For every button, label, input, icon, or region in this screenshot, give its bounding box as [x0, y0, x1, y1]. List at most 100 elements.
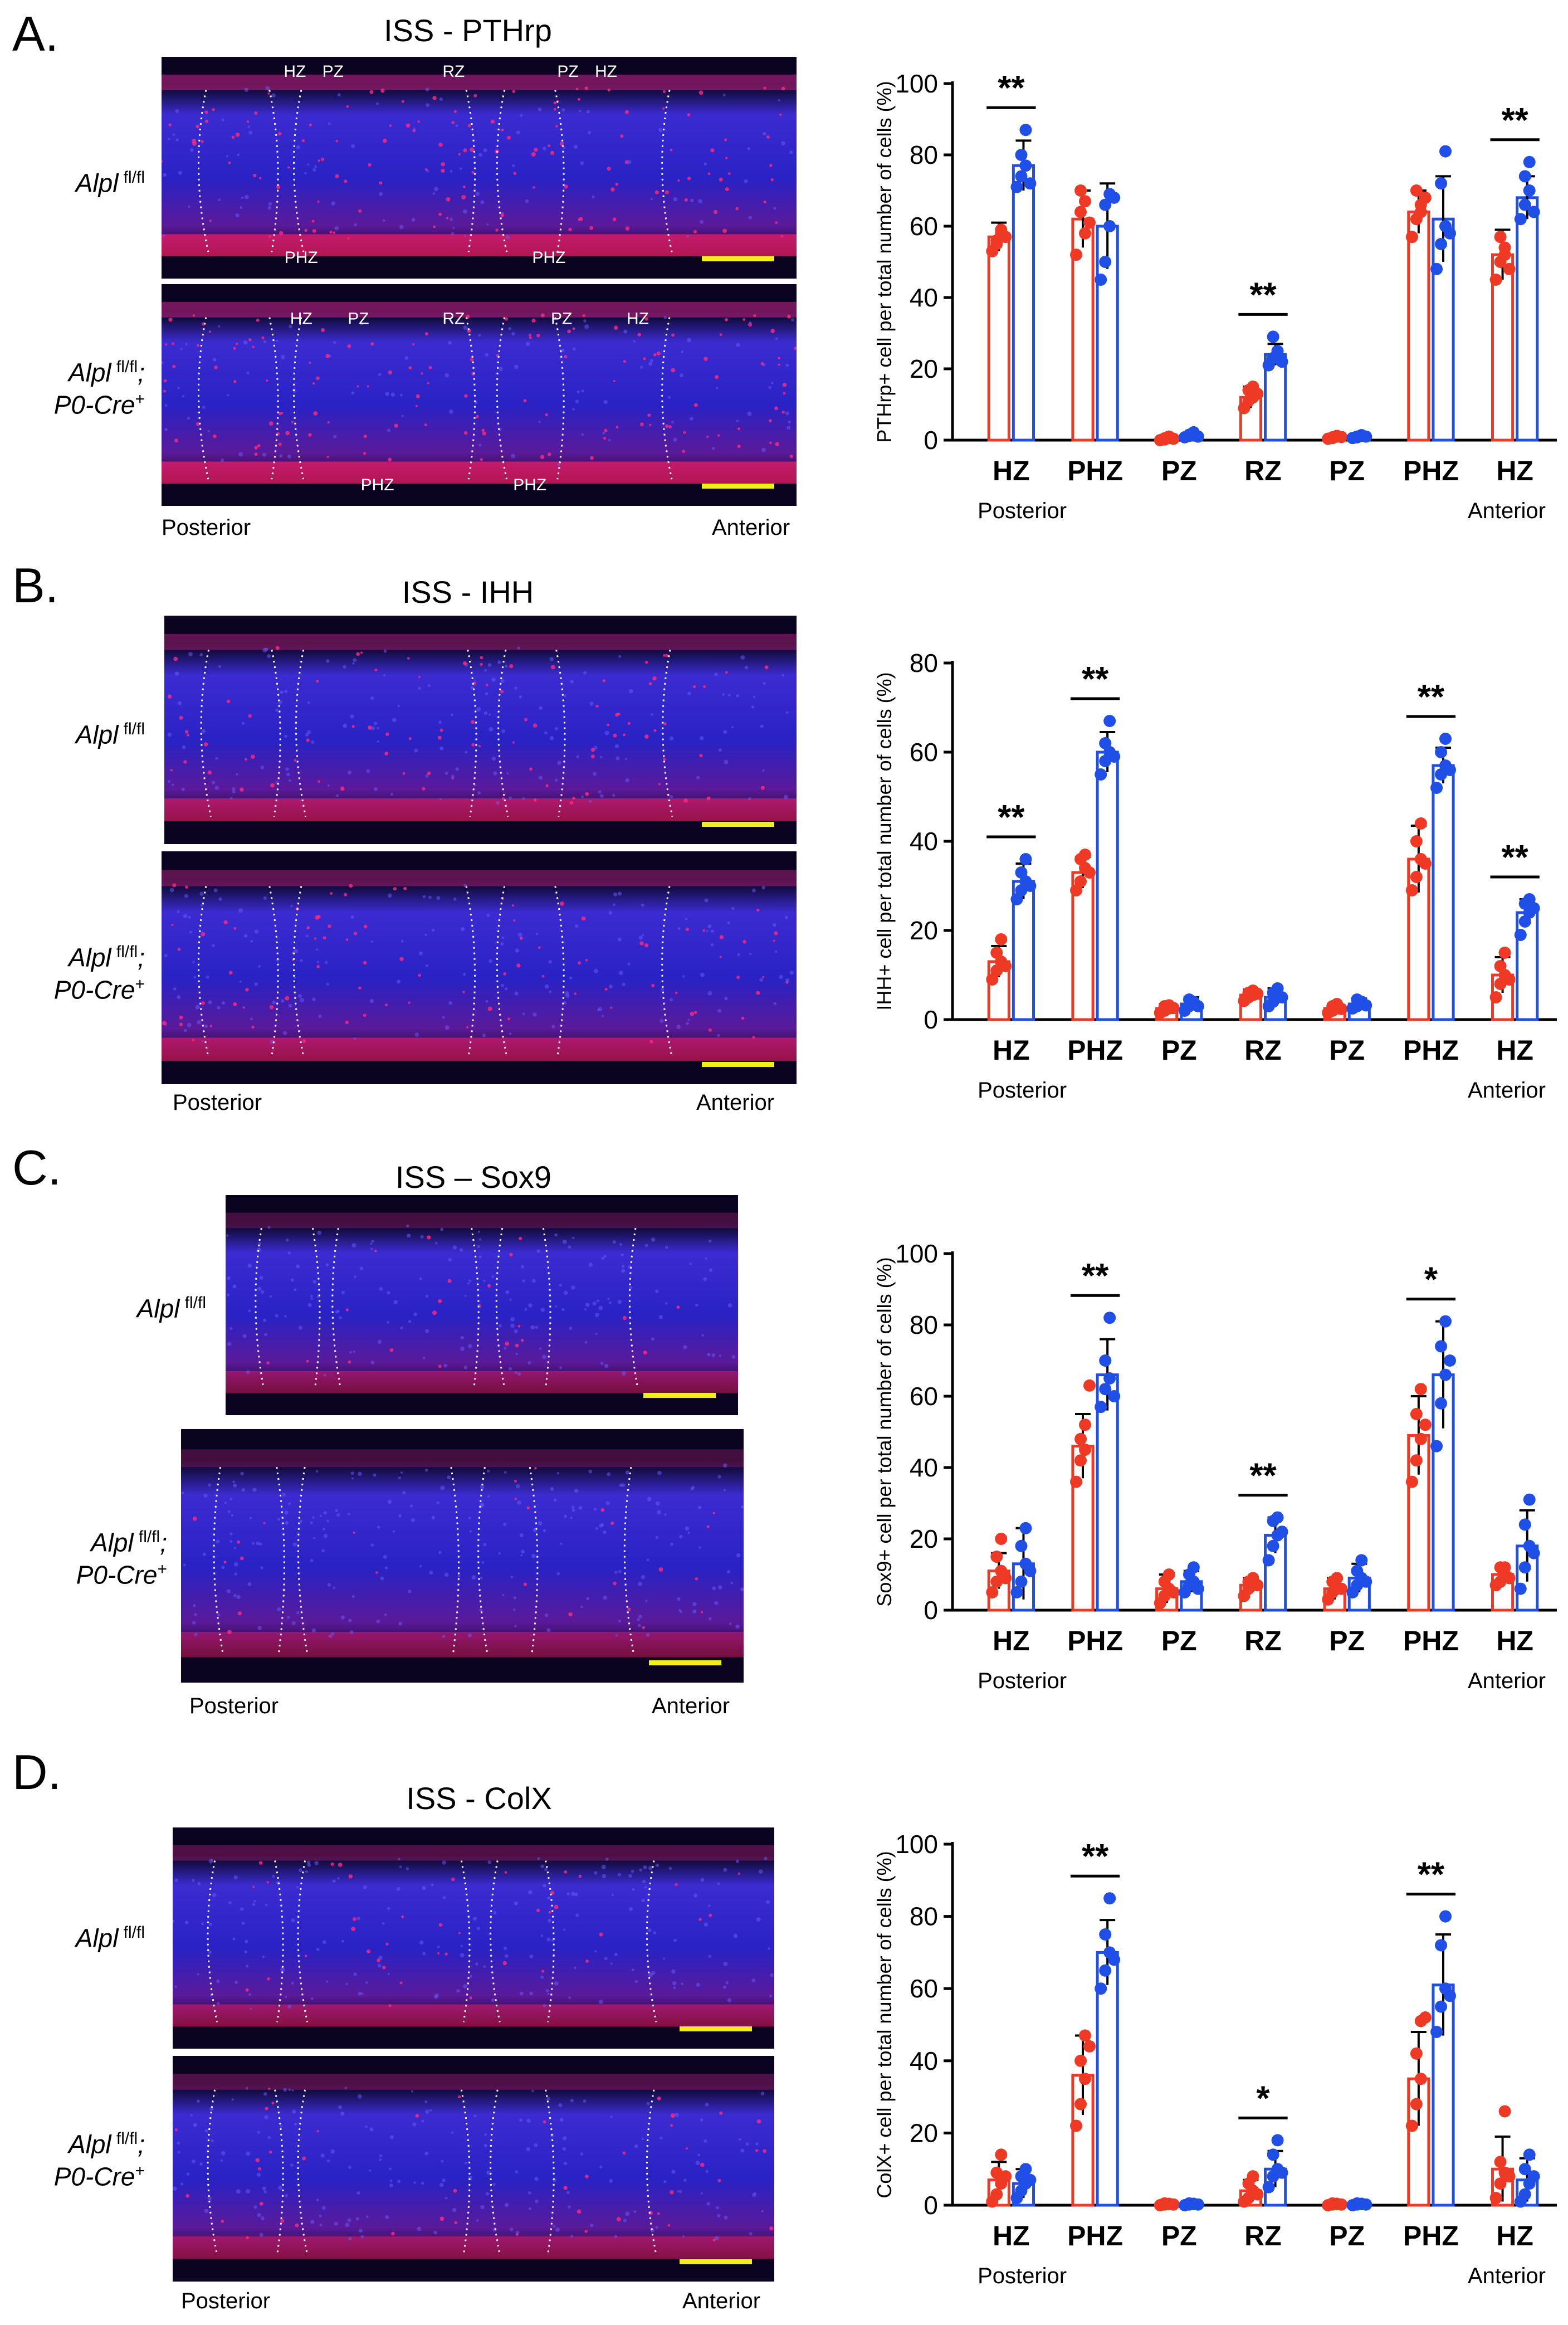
data-point	[1083, 1379, 1096, 1392]
anterior-axis-label: Anterior	[1468, 1669, 1546, 1693]
data-point	[1443, 764, 1456, 776]
y-axis-label: Sox9+ cell per total number of cells (%)	[873, 1257, 896, 1606]
significance-label: **	[1249, 1457, 1277, 1495]
data-point	[1439, 145, 1452, 158]
data-point	[1095, 768, 1107, 781]
data-point	[1070, 248, 1083, 261]
significance-label: **	[1418, 1856, 1445, 1894]
data-point	[1074, 1432, 1087, 1445]
data-point	[1435, 746, 1448, 758]
data-point	[1527, 206, 1540, 218]
tissue-band	[173, 1854, 774, 2027]
data-point	[1247, 2170, 1259, 2183]
data-point	[1271, 2134, 1284, 2147]
y-tick-label: 0	[924, 1005, 938, 1034]
x-tick-label: PZ	[1161, 2220, 1197, 2251]
data-point	[1015, 1575, 1028, 1588]
significance-label: *	[1424, 1261, 1438, 1299]
y-tick-label: 20	[910, 916, 938, 945]
data-point	[1078, 1444, 1091, 1456]
zone-label: PHZ	[513, 476, 546, 494]
x-tick-label: PZ	[1329, 1035, 1365, 1066]
x-tick-label: HZ	[1496, 2220, 1533, 2251]
x-tick-label: PZ	[1329, 2220, 1365, 2251]
data-point	[1503, 973, 1516, 986]
panel-letter-d: D.	[12, 1744, 61, 1800]
data-point	[1099, 737, 1112, 749]
data-point	[1405, 231, 1418, 243]
cell-nuclei	[173, 2087, 774, 2241]
anterior-label: Anterior	[682, 2289, 761, 2313]
y-tick-label: 40	[910, 827, 938, 856]
data-point	[1074, 206, 1087, 218]
data-point	[1187, 1561, 1200, 1574]
data-point	[999, 960, 1012, 972]
data-point	[1078, 1419, 1091, 1431]
x-tick-label: PHZ	[1067, 1035, 1123, 1066]
panel-title-c: ISS – Sox9	[395, 1159, 552, 1195]
x-tick-label: PZ	[1329, 1625, 1365, 1656]
data-point	[1527, 1547, 1540, 1559]
data-point	[1267, 1539, 1279, 1552]
significance-label: **	[1502, 839, 1529, 877]
data-point	[1514, 929, 1527, 941]
bar	[1516, 911, 1539, 1021]
panel-letter-b: B.	[12, 558, 59, 613]
data-point	[999, 231, 1012, 243]
data-point	[1024, 1564, 1037, 1577]
data-point	[1103, 1892, 1116, 1905]
x-tick-label: PZ	[1161, 1625, 1197, 1656]
x-tick-label: HZ	[1496, 1035, 1533, 1066]
data-point	[1494, 960, 1507, 972]
cell-nuclei	[162, 86, 793, 240]
bar-chart: 0 20 40 60 80 100 PTHrp+ cell per total number…	[858, 0, 1568, 557]
zone-label: HZ	[284, 62, 306, 81]
y-tick-label: 40	[910, 2046, 938, 2075]
data-point	[1494, 2156, 1507, 2168]
x-tick-label: PHZ	[1403, 1035, 1459, 1066]
data-point	[1078, 2073, 1091, 2085]
data-point	[1527, 902, 1540, 914]
data-point	[1498, 1561, 1511, 1574]
posterior-axis-label: Posterior	[978, 1078, 1067, 1103]
data-point	[1108, 1953, 1121, 1966]
data-point	[1271, 1511, 1284, 1524]
zone-label: PHZ	[532, 248, 565, 267]
micrograph	[226, 1195, 738, 1415]
data-point	[1489, 274, 1502, 286]
perichondrium-bottom	[173, 2004, 774, 2027]
micrograph	[173, 1827, 774, 2049]
data-point	[1443, 1354, 1456, 1367]
data-point	[1527, 2170, 1540, 2183]
data-point	[1108, 750, 1121, 763]
scale-bar	[702, 822, 774, 827]
data-point	[1108, 1390, 1121, 1402]
data-point	[1410, 871, 1423, 883]
y-tick-label: 60	[910, 1974, 938, 2003]
data-point	[1405, 2119, 1418, 2132]
y-tick-label: 0	[924, 2191, 938, 2220]
tissue-band	[162, 83, 797, 257]
data-point	[995, 1533, 1008, 1545]
perichondrium-top	[162, 301, 797, 318]
data-point	[1267, 330, 1279, 343]
data-point	[1099, 256, 1112, 268]
data-point	[1523, 1493, 1536, 1506]
genotype-label-control: Alpl fl/fl	[136, 1294, 206, 1323]
panel-letter-a: A.	[12, 6, 59, 61]
bar	[1096, 750, 1119, 1021]
posterior-label: Posterior	[181, 2289, 271, 2313]
perichondrium-top	[173, 2074, 774, 2090]
data-point	[1360, 430, 1372, 443]
data-point	[1070, 1475, 1083, 1488]
y-axis-label: IHH+ cell per total number of cells (%)	[873, 672, 896, 1010]
y-tick-label: 60	[910, 738, 938, 767]
data-point	[1191, 1582, 1204, 1595]
data-point	[1355, 1554, 1368, 1567]
data-point	[1262, 2181, 1275, 2194]
y-tick-label: 20	[910, 1524, 938, 1553]
data-point	[1074, 2098, 1087, 2110]
data-point	[1430, 262, 1443, 275]
data-point	[1435, 1340, 1448, 1353]
data-point	[1335, 431, 1348, 443]
